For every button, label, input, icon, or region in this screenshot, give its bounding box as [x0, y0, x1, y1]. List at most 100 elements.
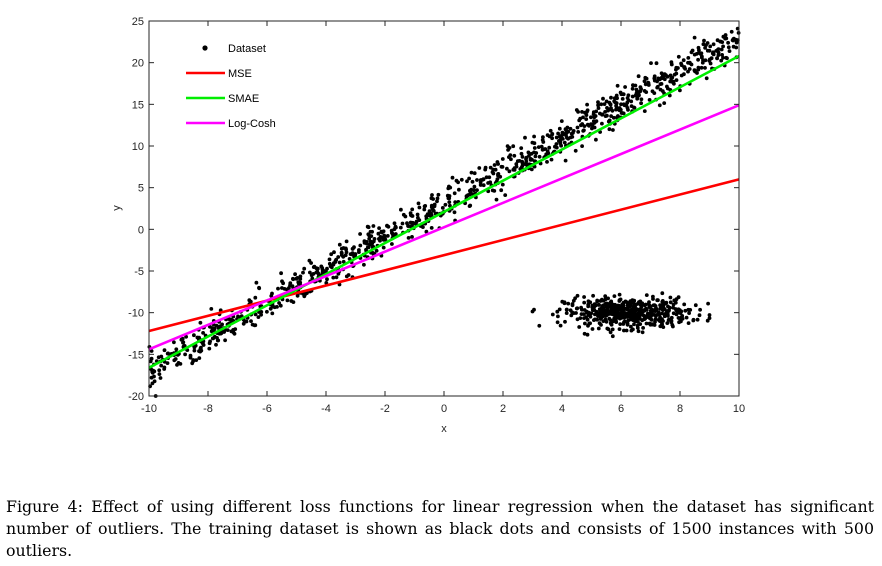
- data-point: [512, 153, 517, 158]
- x-tick-label: 4: [559, 403, 565, 415]
- data-point: [477, 166, 482, 170]
- data-point: [711, 42, 716, 47]
- data-point: [704, 76, 709, 81]
- outlier-point: [537, 323, 542, 328]
- outlier-point: [691, 318, 696, 323]
- outlier-point: [683, 308, 688, 313]
- data-point: [253, 295, 258, 300]
- data-point: [708, 44, 713, 49]
- data-point: [634, 92, 639, 96]
- data-point: [399, 207, 403, 212]
- outlier-point: [641, 326, 645, 330]
- y-tick-label: 10: [132, 141, 144, 153]
- outlier-point: [682, 302, 687, 307]
- data-point: [495, 177, 500, 182]
- outlier-point: [574, 311, 578, 315]
- data-point: [630, 94, 635, 99]
- data-point: [669, 62, 674, 67]
- outlier-point: [665, 321, 670, 325]
- data-point: [573, 148, 578, 153]
- data-point: [435, 199, 439, 204]
- data-point: [457, 187, 461, 192]
- data-point: [671, 79, 676, 84]
- outlier-point: [652, 303, 657, 307]
- outlier-point: [648, 316, 653, 321]
- x-tick-label: -10: [141, 403, 157, 415]
- data-point: [703, 46, 707, 50]
- data-point: [152, 379, 157, 384]
- data-point: [571, 129, 576, 133]
- data-point: [719, 47, 724, 52]
- outlier-point: [644, 321, 649, 326]
- outlier-point: [684, 315, 689, 320]
- data-point: [600, 112, 604, 117]
- data-point: [289, 299, 294, 303]
- data-point: [639, 97, 644, 102]
- y-axis-label: y: [111, 205, 123, 211]
- data-point: [156, 355, 161, 360]
- outlier-point: [601, 319, 606, 323]
- outlier-point: [590, 327, 595, 331]
- data-point: [309, 261, 313, 265]
- outlier-point: [558, 323, 563, 328]
- data-point: [591, 112, 596, 117]
- data-point: [277, 301, 281, 305]
- data-point: [662, 101, 667, 105]
- outlier-point: [591, 308, 596, 313]
- outlier-point: [599, 323, 603, 327]
- data-point: [620, 97, 625, 101]
- data-point: [184, 334, 189, 339]
- data-point: [406, 236, 411, 240]
- outlier-point: [615, 306, 620, 311]
- x-tick-label: 10: [733, 403, 745, 415]
- data-point: [295, 276, 300, 280]
- data-point: [308, 270, 312, 275]
- data-point: [332, 250, 336, 255]
- data-point: [467, 192, 472, 197]
- data-point: [559, 119, 564, 123]
- data-point: [613, 100, 618, 105]
- data-point: [594, 137, 598, 142]
- x-axis-label: x: [441, 423, 447, 435]
- data-point: [619, 102, 623, 107]
- data-point: [563, 158, 568, 163]
- figure-caption: Figure 4: Effect of using different loss…: [6, 497, 874, 560]
- data-point: [368, 242, 372, 247]
- outlier-point: [697, 313, 702, 318]
- y-tick-label: 15: [132, 99, 144, 111]
- data-point: [217, 331, 222, 336]
- data-point: [681, 58, 686, 63]
- data-point: [550, 132, 554, 137]
- data-point: [470, 179, 475, 184]
- data-point: [486, 181, 490, 185]
- data-point: [390, 242, 394, 246]
- data-point: [686, 69, 690, 74]
- data-point: [350, 246, 355, 251]
- data-point: [658, 76, 663, 81]
- data-point: [447, 194, 452, 198]
- data-point: [386, 224, 391, 229]
- outlier-point: [596, 326, 601, 331]
- legend-marker-dataset: [202, 45, 208, 51]
- data-point: [247, 298, 252, 303]
- outlier-point: [647, 303, 652, 308]
- data-point: [708, 61, 713, 66]
- data-point: [492, 163, 497, 167]
- data-point: [667, 93, 672, 98]
- outlier-point: [592, 302, 597, 307]
- data-point: [529, 167, 534, 172]
- outlier-point: [582, 331, 587, 336]
- data-point: [405, 221, 409, 226]
- outlier-point: [618, 322, 623, 326]
- outlier-point: [562, 301, 567, 306]
- data-point: [647, 98, 652, 102]
- data-point: [490, 170, 495, 175]
- smae-line: [148, 54, 740, 369]
- data-point: [505, 166, 509, 171]
- outlier-point: [622, 328, 626, 333]
- data-point: [734, 45, 739, 50]
- data-point: [702, 38, 706, 43]
- data-point: [554, 135, 559, 140]
- data-point: [320, 270, 325, 275]
- outlier-point: [628, 299, 633, 304]
